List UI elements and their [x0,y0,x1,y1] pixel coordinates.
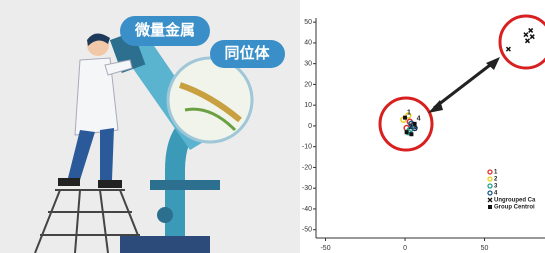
callout: 同位体 [224,44,270,62]
y-tick-label: -30 [302,185,312,192]
ungrouped-point [506,47,510,51]
group-label: 1 [407,109,411,116]
page: 微量金属 同位体 50 40 30 20 10 0 -10 -20 -30 -40 -50 -50 0 5… [0,0,545,253]
ungrouped-point [530,35,534,39]
group-label: 3 [413,126,417,133]
y-tick-label: -20 [302,164,312,171]
legend-marker [488,184,492,188]
ungrouped-point [529,28,533,32]
y-tick-label: -10 [302,144,312,151]
y-tick-label: 30 [304,61,312,68]
legend-label: Ungrouped Ca [494,198,536,204]
x-tick-label: 0 [403,245,407,252]
legend-label: Group Centroi [494,205,535,211]
y-tick-label: 20 [304,81,312,88]
legend-marker [488,191,492,195]
ungrouped-point [524,33,528,37]
legend-marker [488,170,492,174]
y-tick-label: 10 [304,102,312,109]
legend-label: 4 [494,191,498,197]
y-tick-label: -50 [302,227,312,234]
legend-label: 1 [494,170,498,176]
y-tick-label: 0 [308,123,312,130]
y-tick-label: 40 [304,40,312,47]
y-tick-label: -40 [302,206,312,213]
figure: 微量金属 同位体 50 40 30 20 10 0 -10 -20 -30 -40 -50 -50 0 5… [0,0,545,253]
group-label: 4 [417,116,421,123]
legend-marker [488,198,492,202]
x-tick-label: 50 [481,245,489,252]
y-tick-label: 50 [304,19,312,26]
legend-marker [488,205,492,209]
ungrouped-point [525,39,529,43]
x-tick-label: -50 [320,245,330,252]
plot: 50403020100-10-20-30-40-50-5005010123412… [302,18,545,252]
callout: 微量金属 [134,21,195,39]
group-label: 2 [409,124,413,131]
legend-label: 2 [494,177,498,183]
legend-marker [488,177,492,181]
legend-label: 3 [494,184,498,190]
